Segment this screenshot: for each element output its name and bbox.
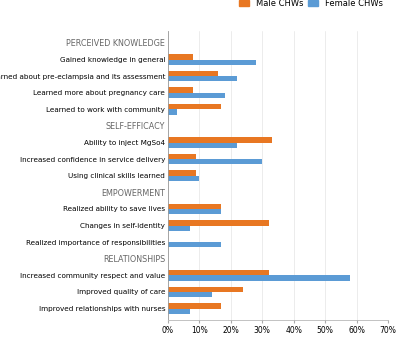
Bar: [168, 292, 212, 297]
Bar: [168, 71, 218, 76]
Bar: [168, 209, 222, 214]
Bar: [168, 171, 196, 176]
Bar: [168, 87, 193, 93]
Bar: [168, 60, 256, 65]
Bar: [168, 270, 268, 275]
Bar: [168, 159, 262, 165]
Bar: [168, 275, 350, 280]
Bar: [168, 204, 222, 209]
Legend: Male CHWs, Female CHWs: Male CHWs, Female CHWs: [238, 0, 384, 9]
Bar: [168, 54, 193, 60]
Bar: [168, 226, 190, 231]
Bar: [168, 303, 222, 309]
Bar: [168, 220, 268, 226]
Bar: [168, 137, 272, 143]
Bar: [168, 104, 222, 109]
Bar: [168, 109, 178, 114]
Bar: [168, 242, 222, 247]
Bar: [168, 143, 237, 148]
Bar: [168, 154, 196, 159]
Bar: [168, 309, 190, 314]
Bar: [168, 93, 224, 98]
Bar: [168, 76, 237, 81]
Bar: [168, 287, 244, 292]
Bar: [168, 176, 200, 181]
